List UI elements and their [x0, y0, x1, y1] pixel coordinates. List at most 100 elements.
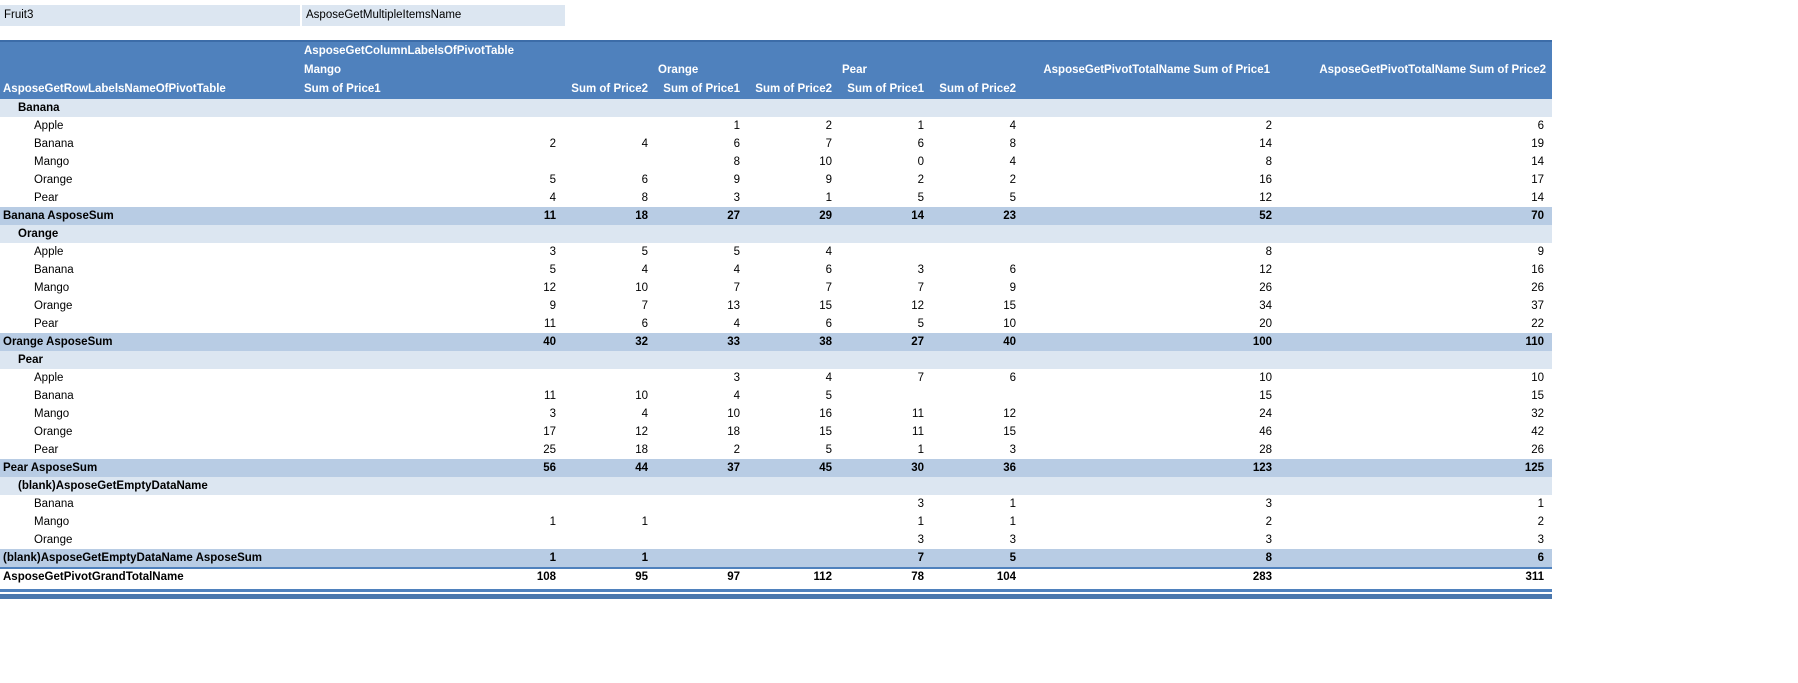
row-label-cell[interactable]: Banana [34, 264, 74, 276]
value-cell[interactable]: 15 [1531, 390, 1544, 402]
value-cell[interactable]: 3 [917, 498, 924, 510]
value-cell[interactable]: 8 [1265, 246, 1272, 258]
value-cell[interactable]: 6 [1009, 372, 1016, 384]
value-cell[interactable]: 1 [641, 516, 648, 528]
value-cell[interactable]: 9 [549, 300, 556, 312]
value-cell[interactable]: 16 [819, 408, 832, 420]
value-cell[interactable]: 14 [911, 210, 924, 222]
value-cell[interactable]: 3 [917, 264, 924, 276]
value-cell[interactable]: 3 [1537, 534, 1544, 546]
value-cell[interactable]: 12 [635, 426, 648, 438]
value-header-orange-price2[interactable]: Sum of Price2 [755, 83, 832, 95]
filter-field-cell[interactable]: Fruit3 [0, 5, 300, 26]
value-cell[interactable]: 4 [1009, 120, 1016, 132]
value-cell[interactable]: 8 [1265, 156, 1272, 168]
value-cell[interactable]: 38 [819, 336, 832, 348]
value-cell[interactable]: 7 [641, 300, 648, 312]
value-cell[interactable]: 36 [1003, 462, 1016, 474]
value-cell[interactable]: 3 [1265, 534, 1272, 546]
value-cell[interactable]: 26 [1259, 282, 1272, 294]
value-cell[interactable]: 2 [1265, 120, 1272, 132]
value-cell[interactable]: 18 [727, 426, 740, 438]
value-cell[interactable]: 4 [733, 318, 740, 330]
value-cell[interactable]: 5 [1009, 552, 1016, 564]
row-label-cell[interactable]: (blank)AsposeGetEmptyDataName [18, 480, 208, 492]
value-cell[interactable]: 52 [1259, 210, 1272, 222]
value-cell[interactable]: 5 [917, 192, 924, 204]
value-cell[interactable]: 6 [825, 264, 832, 276]
value-cell[interactable]: 32 [635, 336, 648, 348]
value-cell[interactable]: 1 [1009, 516, 1016, 528]
value-cell[interactable]: 4 [733, 390, 740, 402]
value-cell[interactable]: 10 [727, 408, 740, 420]
value-cell[interactable]: 4 [825, 372, 832, 384]
value-cell[interactable]: 37 [1531, 300, 1544, 312]
value-cell[interactable]: 24 [1259, 408, 1272, 420]
value-cell[interactable]: 3 [1265, 498, 1272, 510]
value-cell[interactable]: 20 [1259, 318, 1272, 330]
value-cell[interactable]: 5 [1009, 192, 1016, 204]
row-label-cell[interactable]: Orange [34, 426, 73, 438]
value-cell[interactable]: 37 [727, 462, 740, 474]
value-cell[interactable] [564, 153, 656, 171]
row-label-cell[interactable]: Orange [34, 174, 73, 186]
value-cell[interactable]: 4 [549, 192, 556, 204]
row-label-cell[interactable]: Orange [34, 300, 73, 312]
value-cell[interactable]: 97 [727, 571, 740, 583]
value-cell[interactable]: 11 [544, 390, 556, 402]
value-cell[interactable]: 4 [641, 408, 648, 420]
value-cell[interactable]: 17 [543, 426, 556, 438]
value-cell[interactable]: 7 [917, 552, 924, 564]
value-cell[interactable]: 2 [917, 174, 924, 186]
value-cell[interactable]: 15 [819, 300, 832, 312]
value-cell[interactable]: 3 [733, 372, 740, 384]
value-cell[interactable]: 27 [911, 336, 924, 348]
value-header-pear-price2[interactable]: Sum of Price2 [939, 83, 1016, 95]
total-price1-header[interactable]: AsposeGetPivotTotalName Sum of Price1 [1043, 64, 1270, 76]
value-cell[interactable]: 7 [825, 138, 832, 150]
value-cell[interactable] [932, 243, 1024, 261]
value-cell[interactable]: 40 [1003, 336, 1016, 348]
value-cell[interactable]: 1 [549, 516, 556, 528]
value-cell[interactable] [302, 531, 564, 549]
value-cell[interactable]: 14 [1531, 156, 1544, 168]
value-cell[interactable] [656, 549, 748, 567]
column-labels-title[interactable]: AsposeGetColumnLabelsOfPivotTable [304, 45, 515, 57]
value-cell[interactable]: 123 [1252, 462, 1272, 474]
value-cell[interactable]: 4 [641, 138, 648, 150]
row-label-cell[interactable]: Banana [34, 390, 74, 402]
row-label-cell[interactable]: Pear [34, 318, 59, 330]
value-cell[interactable]: 311 [1525, 571, 1544, 583]
value-cell[interactable]: 56 [543, 462, 556, 474]
value-cell[interactable]: 1 [733, 120, 740, 132]
value-header-orange-price1[interactable]: Sum of Price1 [663, 83, 740, 95]
value-cell[interactable]: 2 [825, 120, 832, 132]
value-cell[interactable]: 3 [1009, 444, 1016, 456]
total-price2-header[interactable]: AsposeGetPivotTotalName Sum of Price2 [1319, 64, 1546, 76]
value-cell[interactable]: 11 [544, 318, 556, 330]
value-header-mango-price1[interactable]: Sum of Price1 [304, 83, 381, 95]
value-cell[interactable]: 16 [1531, 264, 1544, 276]
value-cell[interactable]: 9 [733, 174, 740, 186]
row-label-cell[interactable]: Banana [34, 138, 74, 150]
value-cell[interactable] [748, 513, 840, 531]
row-label-cell[interactable]: Pear [34, 444, 59, 456]
value-cell[interactable]: 1 [917, 444, 924, 456]
value-cell[interactable]: 33 [727, 336, 740, 348]
value-cell[interactable]: 15 [1003, 426, 1016, 438]
value-cell[interactable]: 19 [1531, 138, 1544, 150]
value-cell[interactable]: 10 [635, 390, 648, 402]
value-cell[interactable]: 70 [1531, 210, 1544, 222]
value-cell[interactable]: 4 [825, 246, 832, 258]
value-cell[interactable]: 40 [543, 336, 556, 348]
value-cell[interactable]: 6 [641, 318, 648, 330]
value-cell[interactable]: 3 [549, 246, 556, 258]
row-label-cell[interactable]: (blank)AsposeGetEmptyDataName AsposeSum [3, 552, 263, 564]
value-cell[interactable]: 11 [912, 408, 924, 420]
row-label-cell[interactable]: Mango [34, 516, 70, 528]
value-cell[interactable] [932, 387, 1024, 405]
value-cell[interactable]: 3 [733, 192, 740, 204]
value-cell[interactable]: 8 [1265, 552, 1272, 564]
value-cell[interactable]: 15 [1259, 390, 1272, 402]
value-cell[interactable]: 16 [1259, 174, 1272, 186]
